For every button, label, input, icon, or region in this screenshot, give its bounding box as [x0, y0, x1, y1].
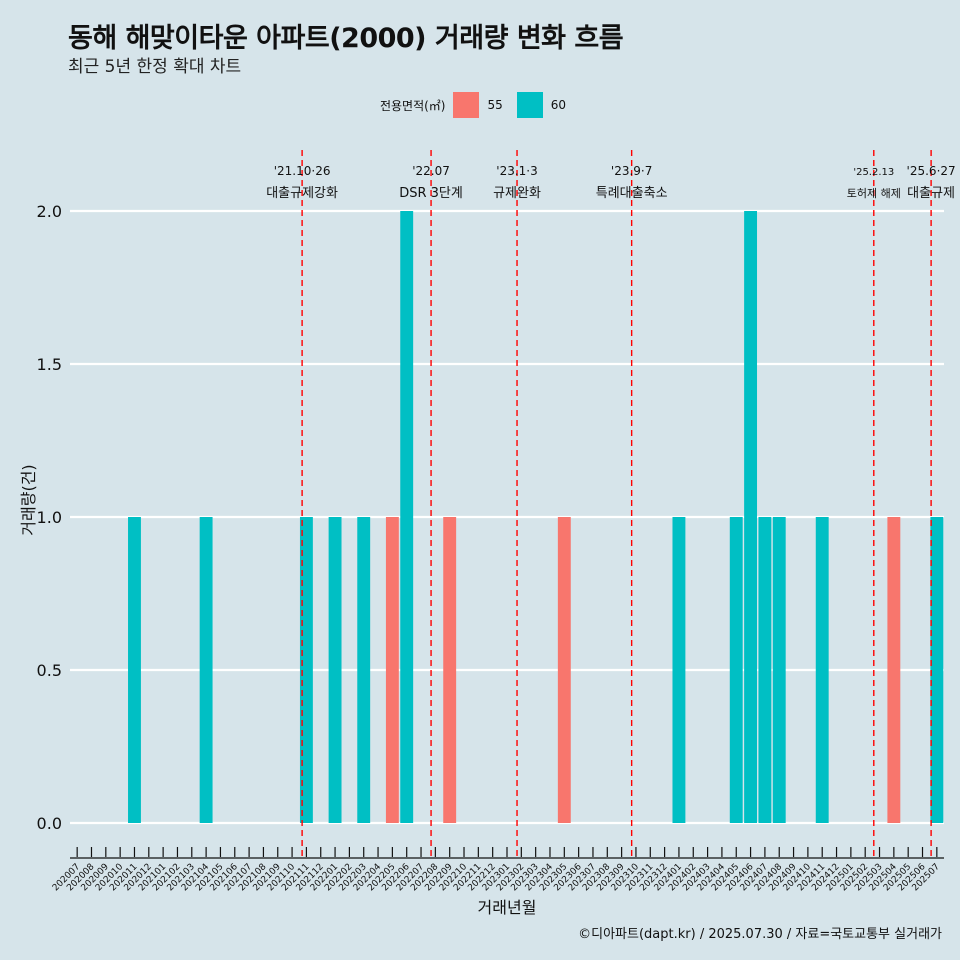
event-date-label: '25.6·27 — [907, 164, 956, 178]
event-date-label: '23.1·3 — [496, 164, 537, 178]
bar-55-202305 — [557, 517, 571, 823]
bar-60-202206 — [400, 211, 414, 823]
y-tick-label: 1.0 — [37, 508, 62, 527]
legend-title: 전용면적(㎡) — [379, 98, 446, 113]
event-name-label: 규제완화 — [493, 186, 541, 201]
bar-60-202507 — [930, 517, 944, 823]
event-name-label: DSR 3단계 — [399, 186, 463, 201]
event-date-label: '25.2.13 — [853, 167, 894, 178]
bar-55-202205 — [385, 517, 399, 823]
y-tick-label: 0.0 — [37, 814, 62, 833]
legend-label-55: 55 — [487, 98, 503, 112]
legend-key-60 — [516, 92, 543, 118]
bar-60-202406 — [744, 211, 758, 823]
bar-60-202104 — [199, 517, 213, 823]
y-tick-label: 1.5 — [37, 355, 62, 374]
x-axis-title: 거래년월 — [478, 898, 537, 917]
bar-55-202504 — [887, 517, 901, 823]
legend-label-60: 60 — [550, 98, 567, 112]
bar-60-202203 — [357, 517, 371, 823]
chart-title: 동해 해맞이타운 아파트(2000) 거래량 변화 흐름 — [68, 23, 624, 54]
event-name-label: 대출규제강화 — [266, 186, 338, 201]
chart-subtitle: 최근 5년 한정 확대 차트 — [68, 57, 242, 77]
bar-60-202201 — [328, 517, 342, 823]
legend: 전용면적(㎡) 55 60 — [0, 92, 960, 118]
event-name-label: 특례대출축소 — [596, 186, 668, 201]
bar-60-202408 — [772, 517, 786, 823]
bar-60-202401 — [672, 517, 686, 823]
event-name-label: 대출규제 — [907, 186, 955, 201]
source-caption: ©디아파트(dapt.kr) / 2025.07.30 / 자료=국토교통부 실… — [578, 927, 942, 942]
bar-60-202405 — [729, 517, 743, 823]
bar-55-202209 — [443, 517, 457, 823]
y-tick-label: 0.5 — [37, 661, 62, 680]
bar-60-202011 — [128, 517, 141, 823]
event-date-label: '22.07 — [412, 164, 450, 178]
bar-60-202111 — [299, 517, 313, 823]
y-tick-label: 2.0 — [37, 202, 62, 221]
event-name-label: 토허제 해제 — [847, 186, 901, 200]
event-date-label: '21.10·26 — [274, 164, 331, 178]
y-axis-title: 거래량(건) — [19, 464, 38, 535]
bar-60-202407 — [758, 517, 772, 823]
bar-60-202411 — [815, 517, 829, 823]
event-date-label: '23.9·7 — [611, 164, 652, 178]
legend-key-55 — [453, 92, 480, 118]
